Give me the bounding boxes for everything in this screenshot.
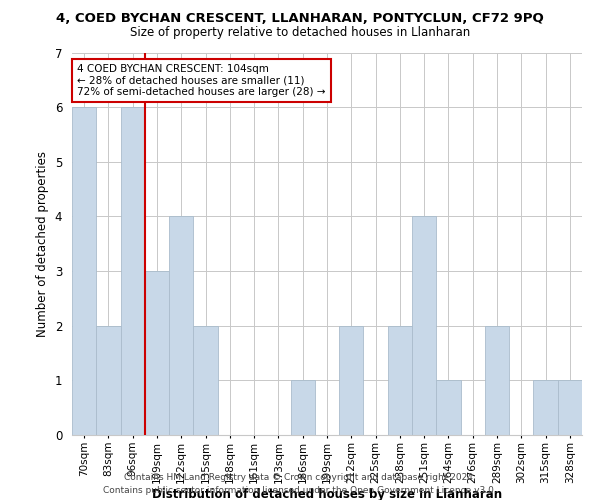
Bar [388,326,412,435]
Bar [96,326,121,435]
Bar [193,326,218,435]
Y-axis label: Number of detached properties: Number of detached properties [36,151,49,337]
Text: 4 COED BYCHAN CRESCENT: 104sqm
← 28% of detached houses are smaller (11)
72% of : 4 COED BYCHAN CRESCENT: 104sqm ← 28% of … [77,64,326,97]
Bar [339,326,364,435]
Bar [121,107,145,435]
Bar [485,326,509,435]
Bar [533,380,558,435]
Bar [290,380,315,435]
Bar [436,380,461,435]
Bar [558,380,582,435]
Bar [145,271,169,435]
Text: Contains HM Land Registry data © Crown copyright and database right 2024.
Contai: Contains HM Land Registry data © Crown c… [103,473,497,495]
X-axis label: Distribution of detached houses by size in Llanharan: Distribution of detached houses by size … [152,488,502,500]
Text: 4, COED BYCHAN CRESCENT, LLANHARAN, PONTYCLUN, CF72 9PQ: 4, COED BYCHAN CRESCENT, LLANHARAN, PONT… [56,12,544,26]
Bar [412,216,436,435]
Bar [169,216,193,435]
Bar [72,107,96,435]
Text: Size of property relative to detached houses in Llanharan: Size of property relative to detached ho… [130,26,470,39]
